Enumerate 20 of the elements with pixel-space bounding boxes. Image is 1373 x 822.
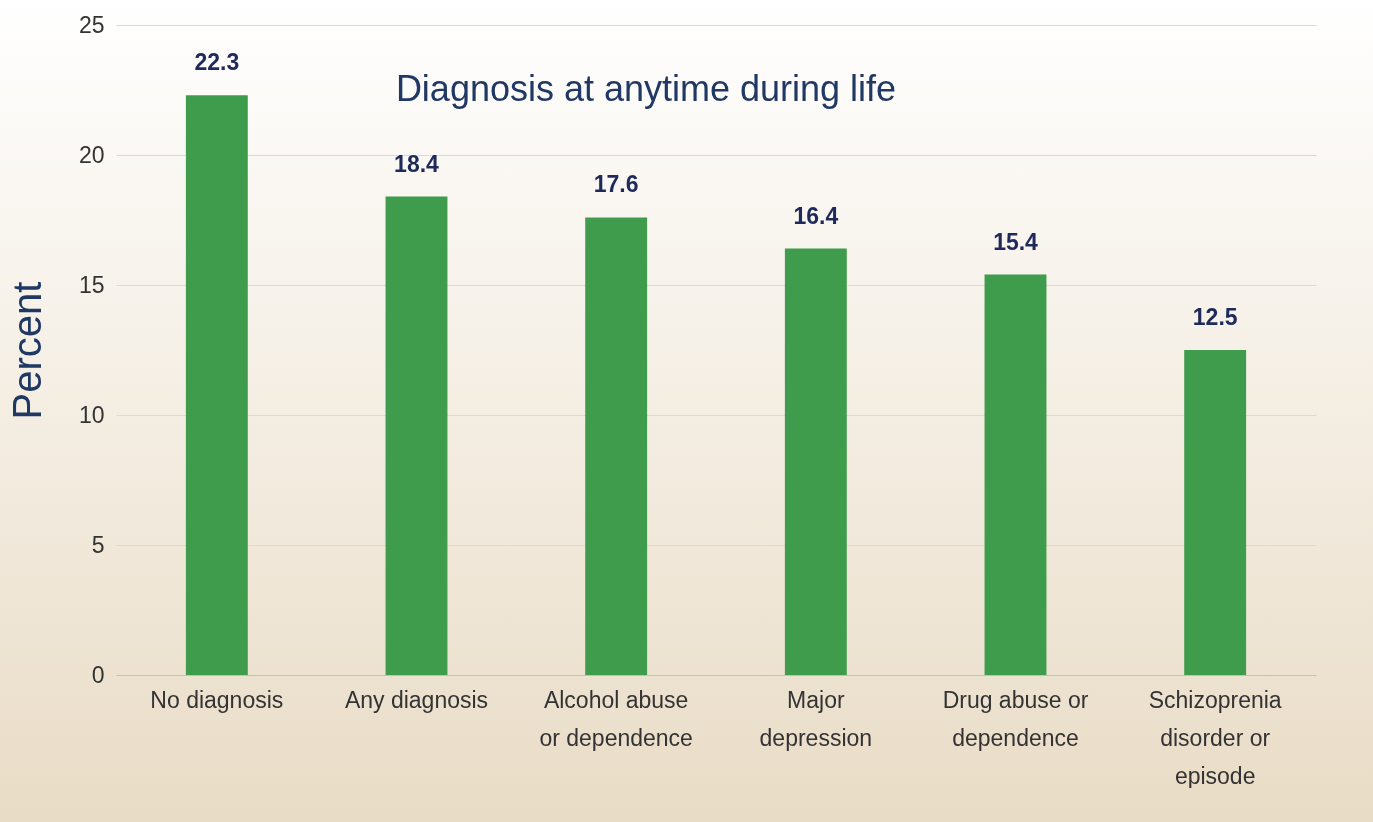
y-tick-label: 0 bbox=[91, 661, 105, 688]
data-label: 18.4 bbox=[394, 150, 440, 177]
y-tick-label: 20 bbox=[78, 141, 105, 168]
y-tick-label: 10 bbox=[78, 401, 105, 428]
y-tick-label: 25 bbox=[78, 11, 105, 38]
x-tick-label: Drug abuse or dependence bbox=[942, 686, 1089, 751]
data-label: 15.4 bbox=[993, 228, 1039, 255]
x-tick-label: No diagnosis bbox=[150, 686, 284, 713]
data-label: 17.6 bbox=[593, 171, 639, 198]
data-label: 16.4 bbox=[793, 202, 839, 229]
y-axis-title: Percent bbox=[4, 281, 49, 420]
y-tick-label: 15 bbox=[78, 271, 105, 298]
x-tick-label: Schizoprenia disorder or episode bbox=[1148, 686, 1282, 789]
data-label: 12.5 bbox=[1192, 304, 1238, 330]
x-tick-label: Any diagnosis bbox=[344, 686, 489, 713]
data-label: 22.3 bbox=[194, 49, 240, 76]
x-tick-label: Major depression bbox=[759, 686, 873, 751]
text: Diagnosis at anytime during life bbox=[395, 68, 897, 109]
x-tick-label: Alcohol abuse or dependence bbox=[539, 686, 693, 751]
y-tick-label: 5 bbox=[91, 531, 105, 558]
